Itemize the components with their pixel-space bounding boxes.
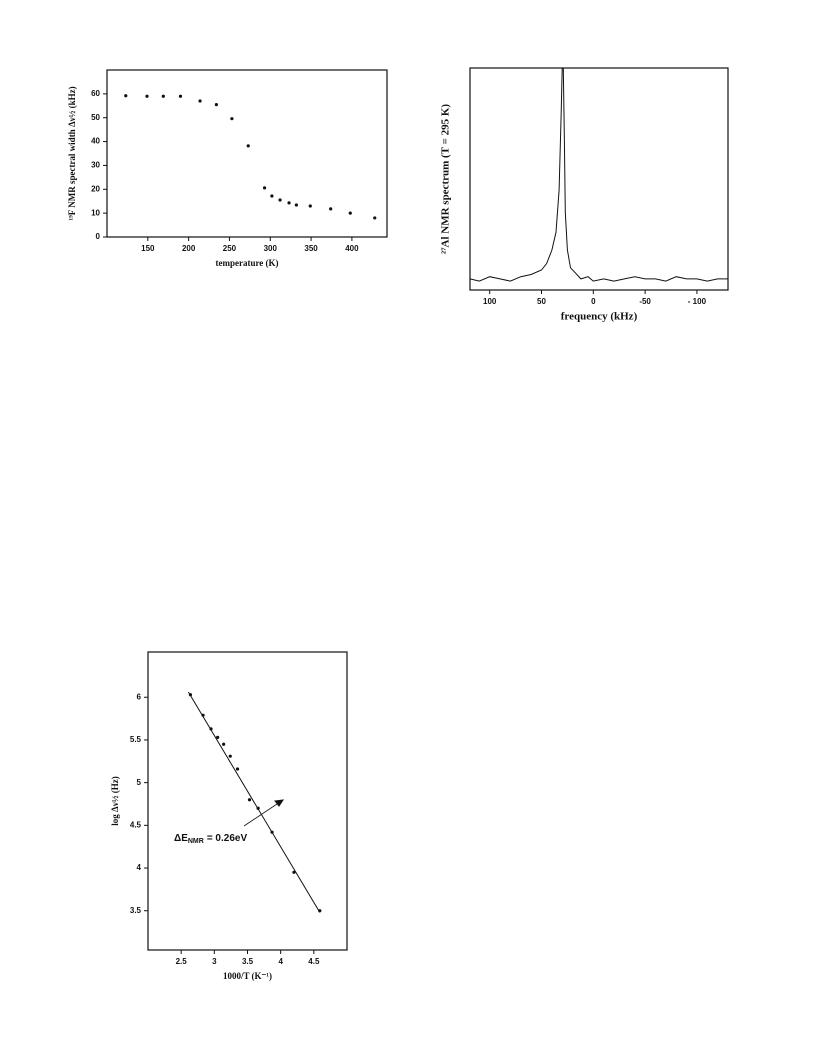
data-point [230,117,234,121]
y-tick-label: 5 [137,778,142,787]
data-point [292,870,296,874]
y-axis-label: ²⁷Al NMR spectrum (T = 295 K) [440,104,452,254]
data-point [270,194,274,198]
x-tick-label: 350 [304,244,318,253]
data-point [348,211,352,215]
y-tick-label: 5.5 [130,735,142,744]
spectrum-line [469,67,728,282]
y-axis-label: log Δν½ (Hz) [110,776,120,825]
fit-line [188,691,321,913]
data-point [216,735,220,739]
y-tick-label: 50 [91,113,100,122]
y-tick-label: 30 [91,161,100,170]
x-tick-label: 100 [483,297,497,306]
y-tick-label: 4.5 [130,820,142,829]
x-tick-label: 3.5 [242,957,254,966]
data-point [246,144,250,148]
y-axis-label: ¹⁹F NMR spectral width Δν½ (kHz) [67,86,77,220]
data-point [329,207,333,211]
x-tick-label: 4 [278,957,283,966]
x-tick-label: 4.5 [308,957,320,966]
data-point [214,102,218,107]
data-point [235,767,240,771]
x-tick-label: - 100 [688,297,707,306]
arrow-head [274,799,285,807]
data-point [145,94,149,98]
plot-frame [147,651,348,951]
annotation-value: = 0.26eV [207,833,248,844]
data-point [262,186,267,190]
data-point [228,754,232,758]
annotation-main: ΔE [174,833,188,844]
data-point [278,198,282,202]
x-tick-label: 250 [223,244,237,253]
y-tick-label: 20 [91,184,100,193]
x-tick-label: -50 [639,297,651,306]
x-tick-label: 300 [264,244,278,253]
x-tick-label: 2.5 [176,957,188,966]
plot-frame [106,69,388,238]
y-tick-label: 60 [91,89,100,98]
data-point [198,99,202,103]
data-point [247,798,252,802]
x-axis-label: temperature (K) [215,258,278,268]
x-axis-label: frequency (kHz) [561,311,638,323]
x-axis-label: 1000/T (K⁻¹) [223,971,272,981]
data-point [178,94,183,98]
x-tick-label: 3 [212,957,217,966]
plot-frame [469,67,729,291]
y-tick-label: 3.5 [130,906,142,915]
annotation-subscript: NMR [188,838,204,845]
x-tick-label: 200 [182,244,196,253]
x-tick-label: 150 [141,244,155,253]
y-tick-label: 40 [91,137,100,146]
y-tick-label: 6 [137,692,142,701]
y-tick-label: 0 [96,232,101,241]
y-tick-label: 4 [137,863,142,872]
data-point [287,201,291,205]
data-point [294,203,298,207]
y-tick-label: 10 [91,208,100,217]
data-point [308,204,312,208]
annotation: ΔENMR = 0.26eV [174,833,247,845]
data-point [222,742,226,746]
x-tick-label: 400 [345,244,359,253]
x-tick-label: 0 [591,297,596,306]
data-point [124,94,128,98]
data-point [373,216,377,220]
data-point [161,94,165,98]
x-tick-label: 50 [537,297,546,306]
annotation-arrow [243,801,281,827]
